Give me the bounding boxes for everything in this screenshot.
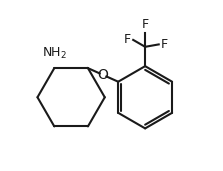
- Text: F: F: [161, 38, 168, 51]
- Text: O: O: [98, 68, 109, 82]
- Text: F: F: [124, 32, 131, 45]
- Text: NH$_2$: NH$_2$: [42, 46, 67, 61]
- Text: F: F: [142, 18, 149, 31]
